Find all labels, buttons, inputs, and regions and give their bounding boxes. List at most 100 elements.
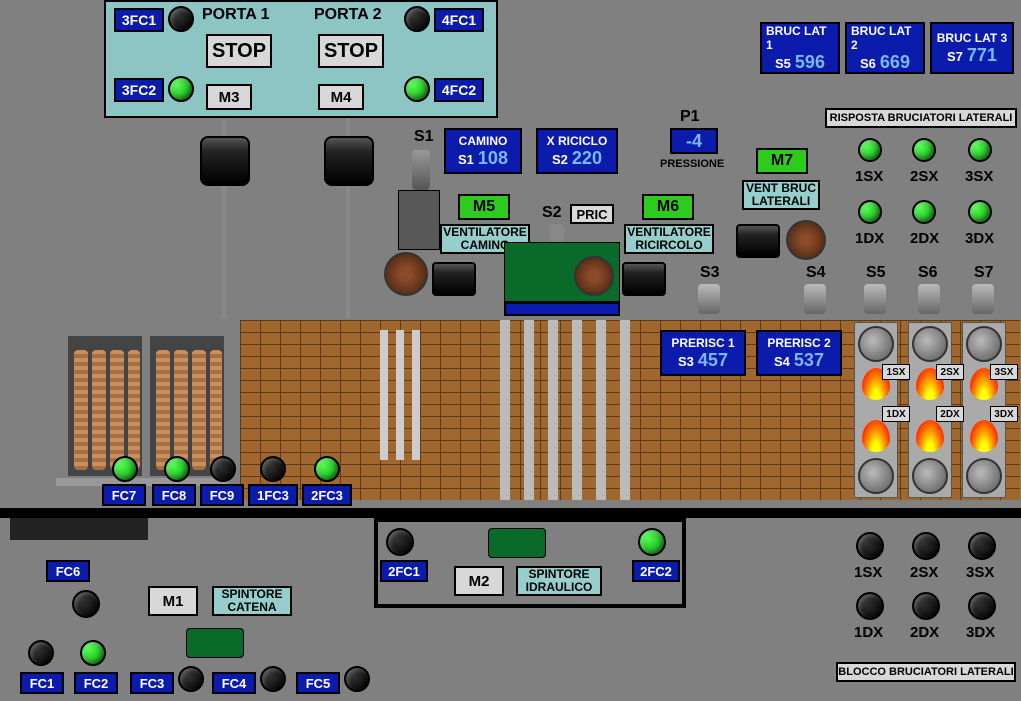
s1-camino[interactable]: CAMINO S1108 <box>444 128 522 174</box>
2fc3[interactable]: 2FC3 <box>302 484 352 506</box>
s4-title: S4 <box>806 264 826 282</box>
burner-1dx: 1DX <box>882 406 910 422</box>
m6-label: VENTILATORE RICIRCOLO <box>624 224 714 254</box>
burner-cap-7b <box>966 458 1002 494</box>
fc6[interactable]: FC6 <box>46 560 90 582</box>
p1-val[interactable]: -4 <box>670 128 718 154</box>
porta2-fc2-box[interactable]: 4FC2 <box>434 78 484 102</box>
col2 <box>524 320 534 500</box>
bar1 <box>380 330 388 460</box>
porta-panel: PORTA 1 3FC1 3FC2 STOP M3 PORTA 2 4FC1 4… <box>104 0 498 118</box>
risposta-2sx-led <box>912 138 936 162</box>
blocco-2dx: 2DX <box>910 624 939 641</box>
2fc1[interactable]: 2FC1 <box>380 560 428 582</box>
m1-motor-icon <box>186 628 244 658</box>
p1-title: P1 <box>680 108 700 126</box>
porta1-fc1-box[interactable]: 3FC1 <box>114 8 164 32</box>
porta2-fc2-led <box>404 76 430 102</box>
s4-sensor <box>804 284 826 314</box>
fc6-led <box>72 590 100 618</box>
s2-sensor <box>550 224 564 242</box>
bar3 <box>412 330 420 460</box>
m7-box[interactable]: M7 <box>756 148 808 174</box>
m6-box[interactable]: M6 <box>642 194 694 220</box>
m2-box[interactable]: M2 <box>454 566 504 596</box>
col5 <box>596 320 606 500</box>
fc5[interactable]: FC5 <box>296 672 340 694</box>
s3-title: S3 <box>700 264 720 282</box>
blocco-2dx-led <box>912 592 940 620</box>
porta1-fc2-led <box>168 76 194 102</box>
burner-2sx: 2SX <box>936 364 964 380</box>
porta1-m[interactable]: M3 <box>206 84 252 110</box>
porta1-fc2-box[interactable]: 3FC2 <box>114 78 164 102</box>
bruclat1[interactable]: BRUC LAT 1 S5596 <box>760 22 840 74</box>
burner-cap-7t <box>966 326 1002 362</box>
fc3[interactable]: FC3 <box>130 672 174 694</box>
1fc3-led <box>260 456 286 482</box>
risposta-1sx-led <box>858 138 882 162</box>
burner-1sx: 1SX <box>882 364 910 380</box>
blocco-2sx: 2SX <box>910 564 938 581</box>
s2-pric[interactable]: PRIC <box>570 204 614 224</box>
stack-icon <box>398 190 440 250</box>
fc5-led <box>344 666 370 692</box>
1fc3[interactable]: 1FC3 <box>248 484 298 506</box>
porta2-fc1-box[interactable]: 4FC1 <box>434 8 484 32</box>
fc2[interactable]: FC2 <box>74 672 118 694</box>
blocco-2sx-led <box>912 532 940 560</box>
roll4 <box>128 350 140 470</box>
porta2-stop[interactable]: STOP <box>318 34 384 68</box>
roll6 <box>174 350 188 470</box>
risposta-3dx-led <box>968 200 992 224</box>
fc9[interactable]: FC9 <box>200 484 244 506</box>
fc8[interactable]: FC8 <box>152 484 196 506</box>
conveyor <box>0 508 1021 518</box>
bruclat2[interactable]: BRUC LAT 2 S6669 <box>845 22 925 74</box>
fc1-led <box>28 640 54 666</box>
burner-cap-6t <box>912 326 948 362</box>
porta2-m[interactable]: M4 <box>318 84 364 110</box>
2fc3-led <box>314 456 340 482</box>
roll3 <box>110 350 124 470</box>
fc9-led <box>210 456 236 482</box>
m2-label: SPINTORE IDRAULICO <box>516 566 602 596</box>
s2-xriciclo[interactable]: X RICICLO S2220 <box>536 128 618 174</box>
s1-label: S1 <box>414 128 434 146</box>
blocco-1sx-led <box>856 532 884 560</box>
s5-title: S5 <box>866 264 886 282</box>
porta1-fc1-led <box>168 6 194 32</box>
blocco-3sx: 3SX <box>966 564 994 581</box>
2fc1-led <box>386 528 414 556</box>
risposta-title: RISPOSTA BRUCIATORI LATERALI <box>825 108 1017 128</box>
m1-box[interactable]: M1 <box>148 586 198 616</box>
2fc2[interactable]: 2FC2 <box>632 560 680 582</box>
flame-5b <box>862 420 890 452</box>
s2-label: S2 <box>542 204 562 222</box>
risposta-1sx: 1SX <box>855 168 883 185</box>
bruclat3[interactable]: BRUC LAT 3 S7771 <box>930 22 1014 74</box>
porta2-title: PORTA 2 <box>314 6 382 24</box>
fc4[interactable]: FC4 <box>212 672 256 694</box>
motor1-icon <box>200 136 250 186</box>
porta1-title: PORTA 1 <box>202 6 270 24</box>
fc1[interactable]: FC1 <box>20 672 64 694</box>
fc8-led <box>164 456 190 482</box>
motor2-icon <box>324 136 374 186</box>
fc7-led <box>112 456 138 482</box>
col4 <box>572 320 582 500</box>
risposta-2dx-led <box>912 200 936 224</box>
m2-motor-icon <box>488 528 546 558</box>
porta1-stop[interactable]: STOP <box>206 34 272 68</box>
fc7[interactable]: FC7 <box>102 484 146 506</box>
s6-title: S6 <box>918 264 938 282</box>
prerisc2[interactable]: PRERISC 2 S4537 <box>756 330 842 376</box>
s3-sensor <box>698 284 720 314</box>
roll1 <box>74 350 88 470</box>
s7-sensor <box>972 284 994 314</box>
burner-2dx: 2DX <box>936 406 964 422</box>
prerisc1[interactable]: PRERISC 1 S3457 <box>660 330 746 376</box>
green-base <box>504 302 620 316</box>
burner-cap-5b <box>858 458 894 494</box>
m5-box[interactable]: M5 <box>458 194 510 220</box>
